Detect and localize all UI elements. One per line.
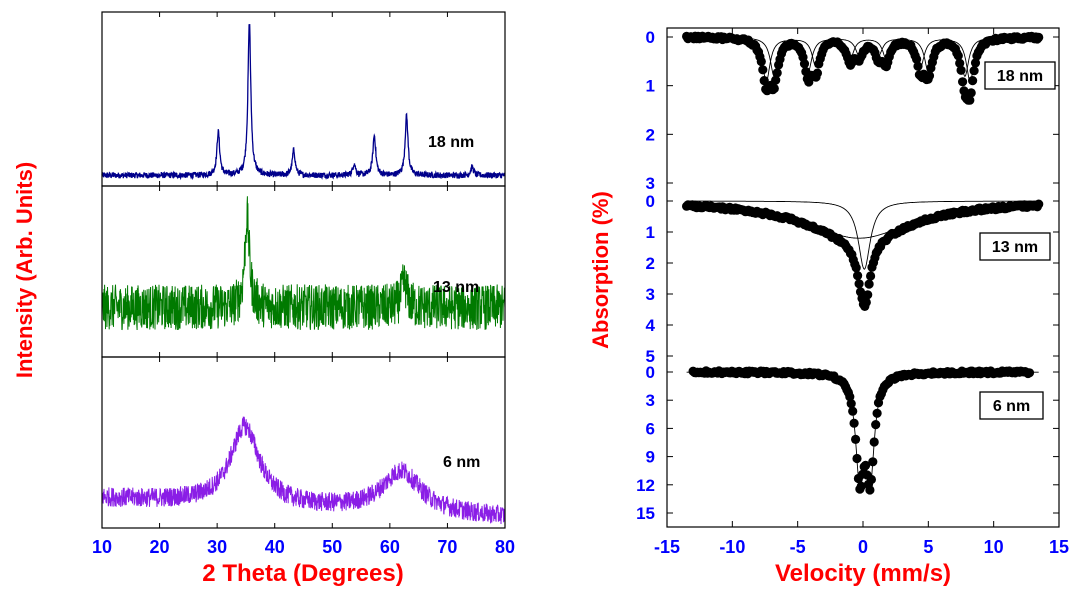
xrd-x-tick-label: 80 [495,537,515,557]
moss-data-point [861,460,871,470]
moss-data-point [869,437,879,447]
xrd-x-tick-label: 10 [92,537,112,557]
xrd-x-tick-label: 20 [150,537,170,557]
xrd-series-line [101,196,506,331]
xrd-series-line [101,24,506,181]
moss-y-tick-label: 9 [646,448,655,467]
moss-sample-label-box [979,232,1051,261]
moss-y-tick-label: 12 [636,476,655,495]
moss-data-point [913,61,923,71]
moss-data-point [958,77,968,87]
moss-y-tick-label: 4 [646,316,656,335]
xrd-series-label-13nm: 13 nm [433,279,479,296]
moss-y-tick-label: 3 [646,174,655,193]
xrd-series-label-6nm: 6 nm [443,454,480,471]
moss-data-point [852,453,862,464]
moss-data-point [872,408,882,418]
moss-y-tick-label: 3 [646,391,655,410]
moss-data-point [1024,368,1035,378]
xrd-series-label-18nm: 18 nm [428,134,474,151]
moss-y-tick-label: 3 [646,285,655,304]
moss-y-tick-label: 15 [636,504,655,523]
moss-data-point [1034,32,1044,43]
moss-x-tick-label: 5 [923,537,933,557]
moss-plot-frame [666,27,1060,528]
moss-data-point [868,457,878,467]
moss-y-tick-label: 1 [646,223,655,242]
moss-data-point [845,392,855,402]
moss-x-tick-label: 15 [1049,537,1069,557]
moss-data-point [1034,199,1044,209]
moss-data-point [864,279,874,289]
moss-data-point [758,65,768,75]
moss-data-point [871,420,881,430]
moss-data-point [966,88,976,98]
moss-data-point [953,51,963,61]
moss-data-point [968,76,978,86]
moss-y-axis-title: Absorption (%) [588,191,613,349]
xrd-panel-frame [101,185,506,358]
moss-y-tick-label: 6 [646,419,655,438]
moss-data-point [853,271,863,281]
xrd-x-tick-label: 60 [380,537,400,557]
moss-data-point [866,474,877,485]
xrd-y-axis-title: Intensity (Arb. Units) [12,162,37,378]
moss-sample-label: 13 nm [992,239,1038,256]
xrd-x-tick-label: 70 [437,537,457,557]
moss-data-point [799,59,810,69]
moss-data-point [924,71,935,81]
moss-y-tick-label: 1 [646,77,655,96]
moss-x-tick-label: 0 [858,537,868,557]
moss-data-point [772,68,782,78]
moss-data-point [849,418,859,428]
moss-data-point [912,54,922,64]
xrd-x-tick-label: 50 [322,537,342,557]
xrd-series-line [101,416,506,525]
xrd-panel-frame [101,11,506,187]
moss-sample-label: 18 nm [997,68,1043,85]
moss-y-tick-label: 0 [646,192,655,211]
xrd-x-tick-label: 40 [265,537,285,557]
moss-data-point [756,56,766,67]
moss-sample-label-box [984,61,1056,90]
moss-x-tick-label: -10 [719,537,745,557]
moss-data-point [856,481,866,491]
moss-x-tick-label: 10 [984,537,1004,557]
moss-data-point [769,83,779,94]
moss-sample-label-box [979,391,1044,420]
moss-data-point [848,406,858,416]
moss-fit-curve [686,200,1039,270]
moss-data-point [866,271,876,281]
moss-data-point [955,58,965,68]
moss-data-point [969,66,979,76]
moss-data-point [863,290,873,300]
moss-y-tick-label: 2 [646,254,655,273]
moss-sample-label: 6 nm [993,398,1030,415]
moss-data-point [851,263,861,273]
moss-data-point [956,65,966,75]
xrd-chart: 10 20 30 40 50 60 70 80 18 nm 13 nm 6 nm 2 Thet… [12,11,515,587]
moss-data-point [861,297,871,307]
moss-data-point [854,279,864,289]
moss-x-tick-label: -15 [654,537,680,557]
xrd-x-tick-label: 30 [207,537,227,557]
moss-data-point [965,95,975,105]
moss-y-tick-label: 0 [646,363,655,382]
moss-data-point [771,75,781,85]
moss-data-point [970,58,981,68]
moss-data-point [851,434,861,444]
moss-y-tick-label: 0 [646,28,655,47]
moss-y-tick-label: 5 [646,347,655,366]
moss-data-point [846,399,856,409]
xrd-x-axis-title: 2 Theta (Degrees) [202,560,403,587]
moss-x-tick-label: -5 [790,537,806,557]
moss-x-axis-title: Velocity (mm/s) [775,560,951,587]
moss-data-point [865,485,875,495]
moss-y-tick-label: 2 [646,125,655,144]
moss-data-point [812,68,823,78]
xrd-panel-frame [101,356,506,529]
